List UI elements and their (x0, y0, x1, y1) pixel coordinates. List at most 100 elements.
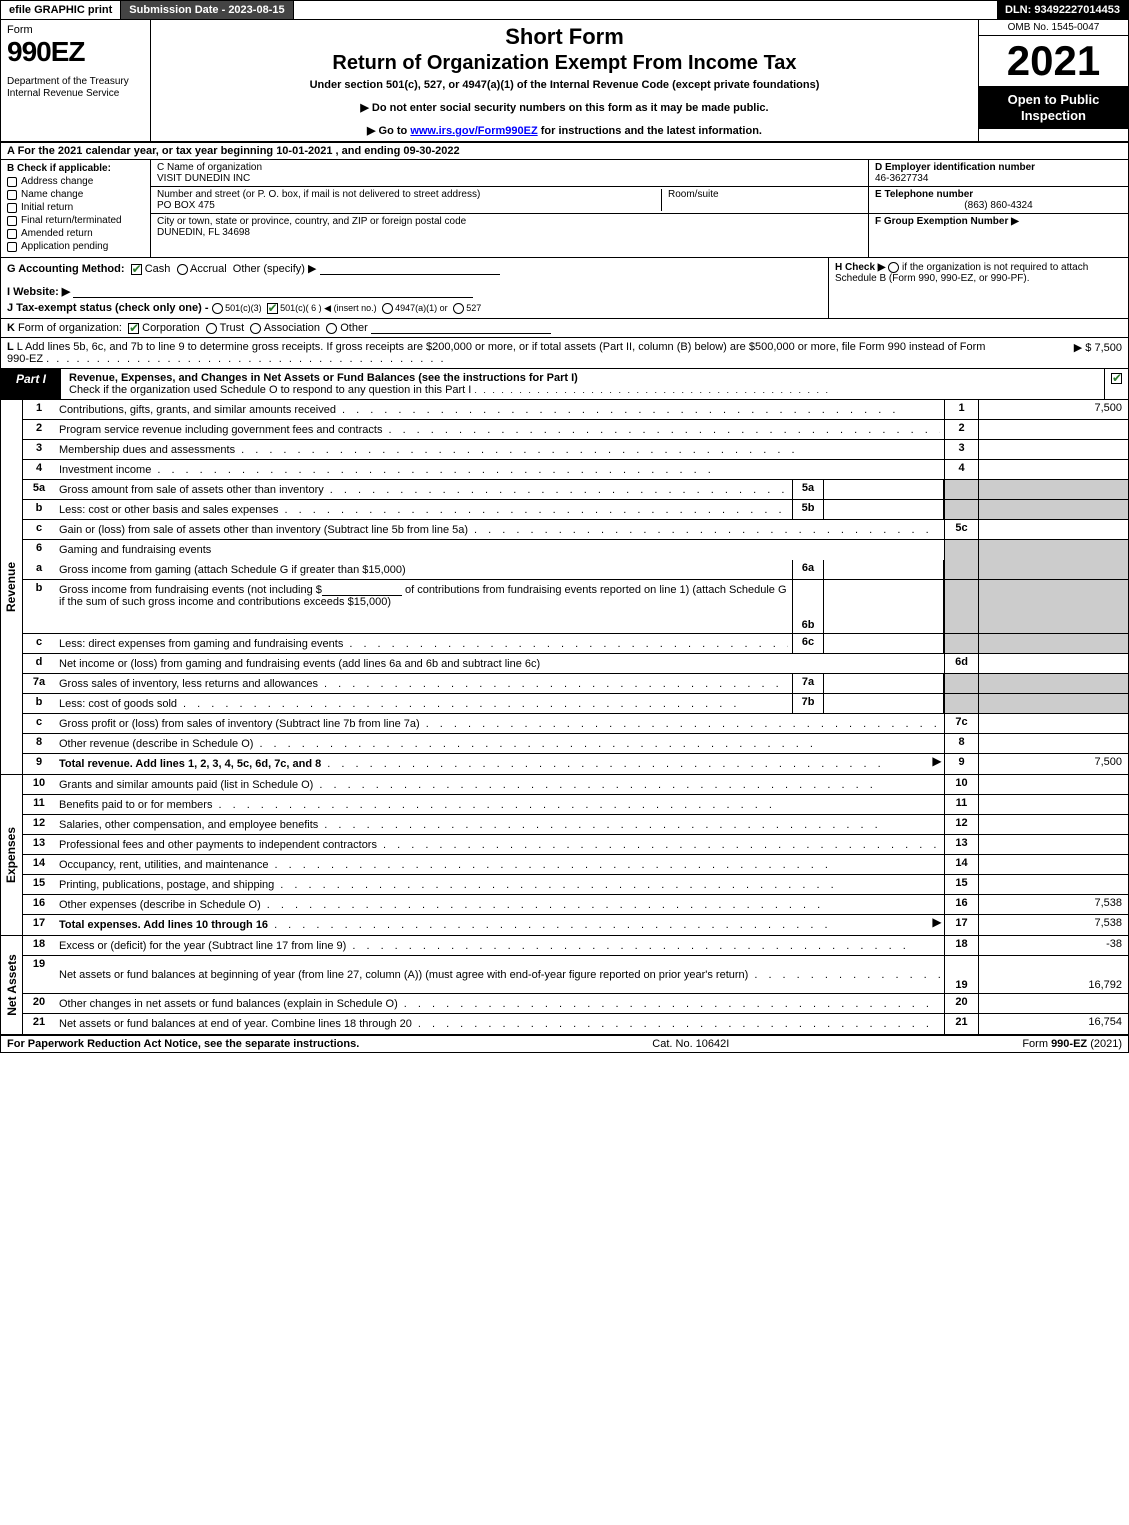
dots: . . . . . . . . . . . . . . . . . . . . … (388, 424, 940, 436)
desc-text: Contributions, gifts, grants, and simila… (59, 404, 336, 416)
right-num: 1 (944, 400, 978, 419)
chk-name-change[interactable]: Name change (7, 189, 144, 200)
right-num: 20 (944, 994, 978, 1013)
chk-cash[interactable] (131, 264, 142, 275)
chk-association[interactable] (250, 323, 261, 334)
instructions-link-line: ▶ Go to www.irs.gov/Form990EZ for instru… (159, 124, 970, 137)
cash-label: Cash (145, 263, 171, 275)
tax-exempt-row: J Tax-exempt status (check only one) - 5… (7, 302, 822, 314)
right-num: 11 (944, 795, 978, 814)
line-num: a (23, 560, 55, 579)
chk-initial-return[interactable]: Initial return (7, 202, 144, 213)
right-val (978, 734, 1128, 753)
org-name: VISIT DUNEDIN INC (157, 173, 862, 184)
sub-val (824, 480, 944, 499)
line-num: 15 (23, 875, 55, 894)
part1-sub: Check if the organization used Schedule … (69, 384, 471, 396)
line-desc: Grants and similar amounts paid (list in… (55, 775, 944, 794)
desc-text: Professional fees and other payments to … (59, 839, 377, 851)
chk-527[interactable] (453, 303, 464, 314)
sub-num: 5b (792, 500, 824, 519)
row-k: K Form of organization: Corporation Trus… (0, 319, 1129, 338)
line-5a: 5aGross amount from sale of assets other… (23, 480, 1128, 500)
line-7c: cGross profit or (loss) from sales of in… (23, 714, 1128, 734)
chk-other-org[interactable] (326, 323, 337, 334)
chk-address-change[interactable]: Address change (7, 176, 144, 187)
dots: . . . . . . . . . . . . . . . . . . . . … (183, 698, 788, 710)
line-14: 14 Occupancy, rent, utilities, and mainte… (23, 855, 1128, 875)
right-num: 4 (944, 460, 978, 479)
chk-trust[interactable] (206, 323, 217, 334)
other-specify-input[interactable] (320, 263, 500, 275)
desc-text: Net income or (loss) from gaming and fun… (59, 658, 540, 670)
right-val: 7,538 (978, 915, 1128, 935)
dots: . . . . . . . . . . . . . . . . . . . . … (218, 799, 940, 811)
right-val (978, 714, 1128, 733)
contrib-input[interactable] (322, 584, 402, 596)
city-label: City or town, state or province, country… (157, 216, 862, 227)
line-num: 20 (23, 994, 55, 1013)
chk-schedule-b[interactable] (888, 262, 899, 273)
line-num: 13 (23, 835, 55, 854)
desc-text: Benefits paid to or for members (59, 799, 212, 811)
row-a-tax-year: A For the 2021 calendar year, or tax yea… (0, 143, 1129, 160)
line-num: 3 (23, 440, 55, 459)
chk-schedule-o[interactable] (1111, 373, 1122, 384)
chk-amended-return[interactable]: Amended return (7, 228, 144, 239)
net-assets-body: 18Excess or (deficit) for the year (Subt… (23, 936, 1128, 1034)
dots: . . . . . . . . . . . . . . . . . . . . … (754, 969, 940, 981)
right-val (978, 994, 1128, 1013)
line-num: 5a (23, 480, 55, 499)
dln-label: DLN: 93492227014453 (997, 1, 1128, 19)
org-name-row: C Name of organization VISIT DUNEDIN INC (151, 160, 868, 187)
chk-501c3[interactable] (212, 303, 223, 314)
chk-final-return[interactable]: Final return/terminated (7, 215, 144, 226)
chk-accrual[interactable] (177, 264, 188, 275)
right-num: 7c (944, 714, 978, 733)
right-num-grey (944, 540, 978, 560)
chk-501c[interactable] (267, 303, 278, 314)
right-val: -38 (978, 936, 1128, 955)
dots: . . . . . . . . . . . . . . . . . . . . … (324, 678, 788, 690)
col-h: H Check ▶ if the organization is not req… (828, 258, 1128, 318)
col-c-org-info: C Name of organization VISIT DUNEDIN INC… (151, 160, 868, 257)
sub-val (824, 500, 944, 519)
row-a-text: A For the 2021 calendar year, or tax yea… (7, 145, 460, 157)
chk-4947[interactable] (382, 303, 393, 314)
footer-mid: Cat. No. 10642I (652, 1038, 729, 1050)
efile-label[interactable]: efile GRAPHIC print (1, 1, 121, 19)
dots: . . . . . . . . . . . . . . . . . . . . … (241, 444, 940, 456)
line-desc: Gross profit or (loss) from sales of inv… (55, 714, 944, 733)
other-org-input[interactable] (371, 322, 551, 334)
arrow-icon: ▶ (930, 754, 944, 774)
row-l: L L Add lines 5b, 6c, and 7b to line 9 t… (0, 338, 1129, 369)
chk-application-pending[interactable]: Application pending (7, 241, 144, 252)
sub-num: 6c (792, 634, 824, 653)
line-18: 18Excess or (deficit) for the year (Subt… (23, 936, 1128, 956)
checkbox-icon (7, 190, 17, 200)
website-input[interactable] (73, 286, 473, 298)
net-assets-label: Net Assets (5, 954, 19, 1016)
right-num: 19 (944, 956, 978, 993)
chk-corporation[interactable] (128, 323, 139, 334)
chk-label: Name change (21, 189, 83, 200)
dots: . . . . . . . . . . . . . . . . . . . . … (324, 819, 940, 831)
instructions-link[interactable]: www.irs.gov/Form990EZ (410, 125, 537, 137)
chk-label: Initial return (21, 202, 73, 213)
line-num: 14 (23, 855, 55, 874)
desc-text: Occupancy, rent, utilities, and maintena… (59, 859, 269, 871)
right-num: 2 (944, 420, 978, 439)
note2-pre: ▶ Go to (367, 125, 410, 137)
right-val: 16,754 (978, 1014, 1128, 1034)
submission-date: Submission Date - 2023-08-15 (121, 1, 293, 19)
line-15: 15Printing, publications, postage, and s… (23, 875, 1128, 895)
right-num: 9 (944, 754, 978, 774)
right-val (978, 855, 1128, 874)
line-9: 9Total revenue. Add lines 1, 2, 3, 4, 5c… (23, 754, 1128, 774)
part1-title: Revenue, Expenses, and Changes in Net As… (69, 372, 578, 384)
line-6b: bGross income from fundraising events (n… (23, 580, 1128, 634)
note2-post: for instructions and the latest informat… (538, 125, 762, 137)
dots: . . . . . . . . . . . . . . . . . . . . … (383, 839, 940, 851)
desc-text: Other expenses (describe in Schedule O) (59, 899, 261, 911)
short-form-label: Short Form (159, 24, 970, 50)
